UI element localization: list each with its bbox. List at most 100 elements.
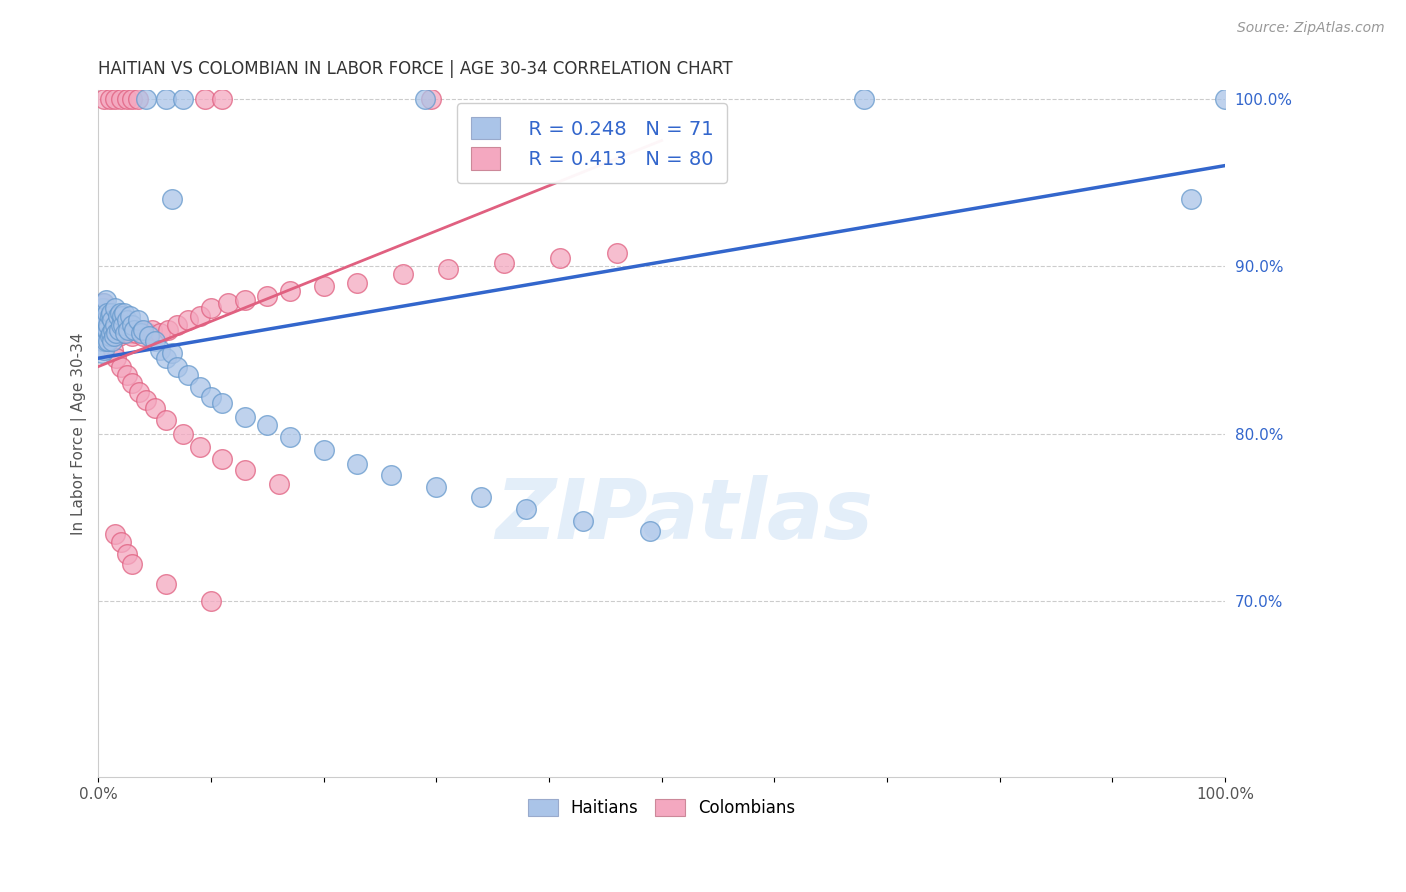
Point (121, 92, 143, 106)
Point (91, 334, 114, 349)
Point (96, 329, 118, 343)
Point (98, 326, 121, 340)
Point (90, 334, 112, 349)
Point (94, 310, 117, 324)
Point (233, 463, 256, 477)
Point (188, 379, 211, 393)
Point (90, 306, 112, 320)
Point (1180, 192, 1202, 206)
Point (132, 329, 155, 343)
Point (188, 440, 211, 454)
Point (89, 323, 111, 337)
Point (346, 276, 368, 290)
Point (138, 329, 160, 343)
Point (93, 318, 115, 332)
Point (111, 310, 134, 324)
Point (110, 326, 132, 340)
Point (127, 92, 149, 106)
Point (98, 329, 121, 343)
Point (128, 384, 150, 399)
Point (101, 323, 124, 337)
Point (256, 418, 278, 433)
Point (177, 312, 200, 326)
Point (97, 312, 120, 326)
Text: HAITIAN VS COLOMBIAN IN LABOR FORCE | AGE 30-34 CORRELATION CHART: HAITIAN VS COLOMBIAN IN LABOR FORCE | AG… (98, 60, 733, 78)
Point (101, 323, 124, 337)
Point (128, 323, 150, 337)
Point (105, 323, 128, 337)
Point (425, 480, 447, 494)
Point (89, 326, 111, 340)
Point (103, 323, 125, 337)
Point (110, 359, 132, 374)
Point (107, 329, 129, 343)
Point (118, 310, 141, 324)
Point (96, 312, 118, 326)
Point (98, 310, 121, 324)
Point (267, 476, 290, 491)
Point (115, 547, 138, 561)
Point (96, 323, 118, 337)
Point (143, 334, 166, 349)
Point (98, 92, 121, 106)
Point (104, 301, 127, 315)
Point (135, 92, 157, 106)
Point (100, 326, 122, 340)
Point (110, 92, 132, 106)
Point (640, 524, 662, 538)
Point (90, 323, 112, 337)
Point (129, 326, 152, 340)
Point (135, 393, 157, 408)
Point (114, 326, 136, 340)
Point (91, 326, 114, 340)
Text: ZIPatlas: ZIPatlas (495, 475, 873, 557)
Point (94, 323, 117, 337)
Point (470, 490, 492, 504)
Point (278, 284, 301, 298)
Point (105, 351, 128, 366)
Text: Source: ZipAtlas.com: Source: ZipAtlas.com (1237, 21, 1385, 35)
Point (93, 296, 115, 310)
Point (93, 301, 115, 315)
Point (256, 289, 278, 303)
Point (112, 323, 135, 337)
Point (121, 318, 143, 332)
Point (91, 310, 114, 324)
Point (97, 318, 120, 332)
Point (91, 296, 114, 310)
Point (177, 368, 200, 382)
Point (93, 329, 115, 343)
Point (419, 92, 441, 106)
Point (115, 92, 138, 106)
Point (194, 92, 217, 106)
Point (115, 312, 138, 326)
Point (155, 92, 177, 106)
Point (211, 451, 233, 466)
Point (160, 192, 183, 206)
Point (104, 329, 127, 343)
Point (115, 368, 138, 382)
Point (124, 326, 146, 340)
Point (155, 351, 177, 366)
Point (91, 310, 114, 324)
Point (96, 323, 118, 337)
Point (121, 376, 143, 391)
Point (124, 323, 146, 337)
Point (166, 359, 188, 374)
Point (606, 245, 628, 260)
Point (101, 312, 124, 326)
Point (97, 329, 120, 343)
Point (104, 527, 127, 541)
Point (200, 301, 222, 315)
Point (492, 256, 515, 270)
Point (90, 312, 112, 326)
Point (136, 326, 159, 340)
Point (90, 334, 112, 349)
Point (98, 310, 121, 324)
Point (149, 343, 172, 357)
Point (548, 251, 571, 265)
Point (155, 577, 177, 591)
Point (93, 312, 115, 326)
Point (217, 296, 239, 310)
Point (101, 329, 124, 343)
